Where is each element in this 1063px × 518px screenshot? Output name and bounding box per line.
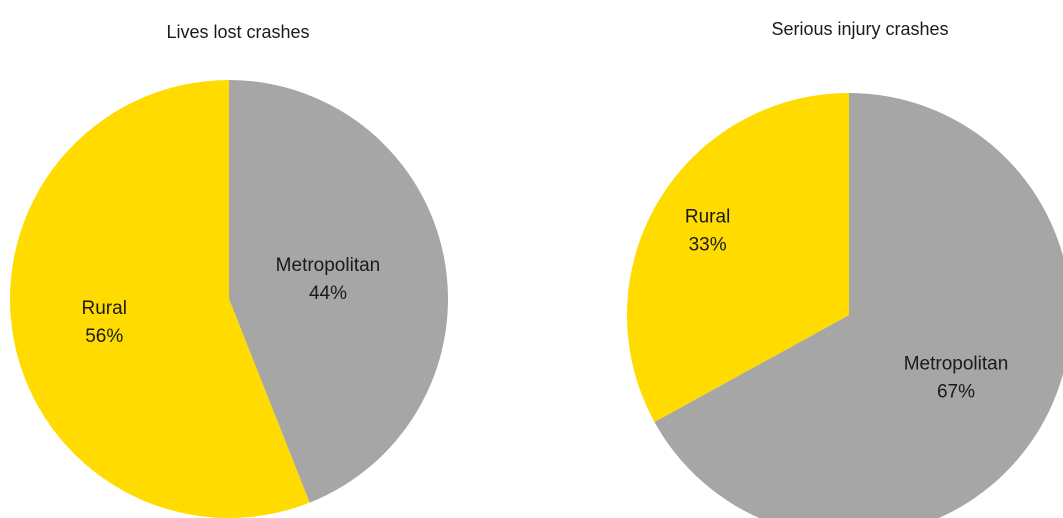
pie-slice [9, 80, 310, 518]
slice-label: Metropolitan [276, 255, 381, 276]
slice-value-label: 33% [689, 234, 727, 255]
pie-slice [654, 93, 1063, 518]
slice-value-label: 44% [309, 283, 347, 304]
chart-title: Lives lost crashes [166, 22, 309, 42]
slice-value-label: 56% [85, 326, 123, 347]
pie-slice [626, 92, 849, 422]
chart-title: Serious injury crashes [771, 19, 948, 39]
slice-label: Metropolitan [904, 353, 1009, 374]
slice-label: Rural [685, 206, 730, 227]
slice-label: Rural [82, 298, 127, 319]
slice-value-label: 67% [937, 381, 975, 402]
pie-slice [229, 80, 448, 503]
